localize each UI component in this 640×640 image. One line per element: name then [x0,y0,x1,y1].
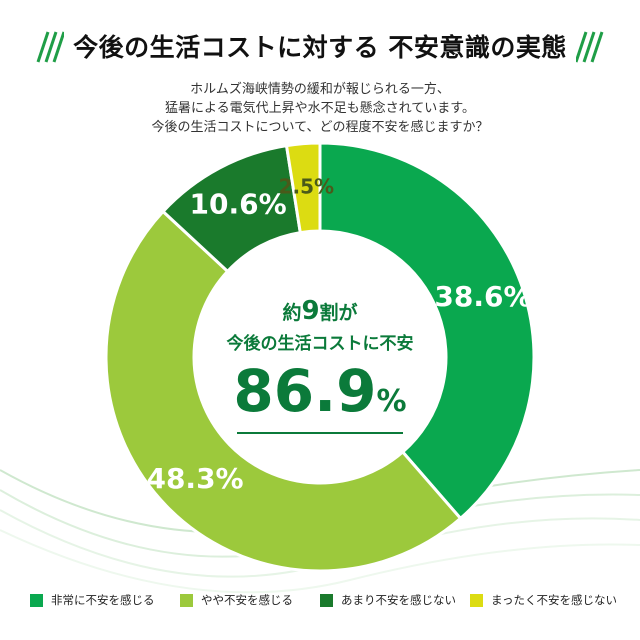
legend-label: 非常に不安を感じる [51,593,155,607]
donut-slice-not-at-all [284,141,322,235]
subtitle-line-3: 今後の生活コストについて、どの程度不安を感じますか？ [151,120,489,135]
legend-swatch-not-very-anxious [320,593,333,607]
center-total-unit: % [376,384,407,419]
legend-item-very-anxious: 非常に不安を感じる [30,592,180,608]
legend-swatch-somewhat-anxious [180,593,193,607]
center-underline [237,432,403,434]
legend-label: やや不安を感じる [201,593,293,607]
subtitle-line-2: 猛暑による電気代上昇や水不足も懸念されています。 [165,101,475,116]
legend-item-not-very-anxious: あまり不安を感じない [320,592,470,608]
legend-item-somewhat-anxious: やや不安を感じる [180,592,320,608]
center-prefix: 約 [282,302,302,324]
question-text: ホルムズ海峡情勢の緩和が報じられる一方、 猛暑による電気代上昇や水不足も懸念され… [40,80,600,137]
subtitle-line-1: ホルムズ海峡情勢の緩和が報じられる一方、 [190,82,450,97]
data-label-not-very-anxious: 10.6% [190,187,287,220]
legend-item-not-at-all: まったく不安を感じない [470,592,630,608]
data-label-somewhat-anxious: 48.3% [146,462,243,495]
center-number: 9 [301,296,320,326]
donut-slice-very-anxious [318,141,536,521]
left-slash-decoration [36,31,64,63]
legend-label: まったく不安を感じない [491,593,618,607]
right-slash-decoration [576,31,604,63]
data-label-very-anxious: 38.6% [434,280,531,313]
center-headline: 約9割が [200,296,440,326]
legend-swatch-very-anxious [30,593,43,607]
header: 今後の生活コストに対する 不安意識の実態 [24,18,616,74]
legend-label: あまり不安を感じない [341,593,456,607]
center-total-value: 86.9% [200,358,440,435]
center-total-number: 86.9 [233,357,377,425]
legend: 非常に不安を感じる やや不安を感じる あまり不安を感じない まったく不安を感じな… [30,590,630,610]
center-suffix: 割が [319,302,358,324]
center-summary: 約9割が 今後の生活コストに不安 86.9% [200,296,440,435]
legend-swatch-not-at-all [470,593,483,607]
page-title: 今後の生活コストに対する 不安意識の実態 [73,33,567,62]
center-subline: 今後の生活コストに不安 [226,334,414,354]
data-label-not-at-all: 2.5% [279,175,334,199]
donut-slice-somewhat-anxious [104,209,463,573]
